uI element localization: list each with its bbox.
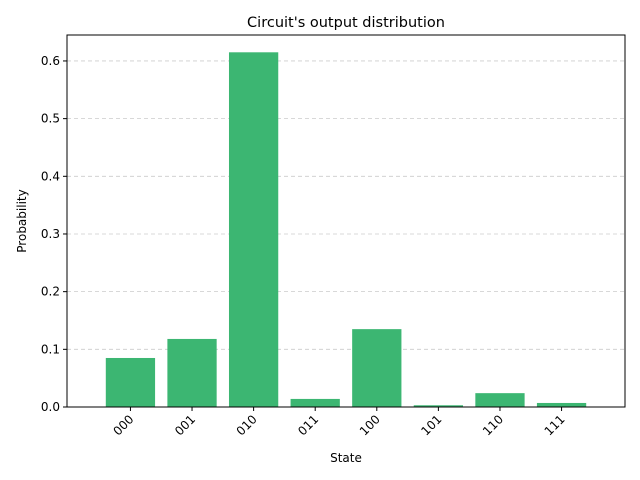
bar-110 [475, 393, 525, 407]
bar-010 [228, 52, 279, 407]
y-tick-label: 0.2 [41, 285, 60, 299]
x-tick-label: 100 [357, 412, 383, 438]
plot-frame [66, 34, 626, 408]
bars [105, 52, 587, 407]
y-tick-label: 0.5 [41, 112, 60, 126]
bar-011 [290, 398, 340, 407]
x-axis-label: State [330, 451, 362, 465]
y-tick-label: 0.1 [41, 342, 60, 356]
x-axis-ticks: 000 001 010 011 100 101 110 111 [110, 407, 568, 438]
bar-001 [167, 338, 217, 407]
bar-000 [105, 357, 156, 407]
y-tick-label: 0.6 [41, 54, 60, 68]
y-tick-label: 0.3 [41, 227, 60, 241]
y-tick-label: 0.4 [41, 169, 60, 183]
x-tick-label: 110 [480, 412, 506, 438]
bar-111 [536, 402, 587, 407]
x-tick-label: 111 [542, 412, 568, 438]
grid [67, 60, 625, 350]
x-tick-label: 000 [110, 412, 136, 438]
x-tick-label: 001 [172, 412, 198, 438]
y-axis-label: Probability [15, 189, 29, 252]
bar-100 [352, 329, 402, 407]
x-tick-label: 101 [418, 412, 444, 438]
x-tick-label: 010 [234, 412, 260, 438]
chart-title: Circuit's output distribution [247, 15, 445, 31]
y-tick-label: 0.0 [41, 400, 60, 414]
x-tick-label: 011 [295, 412, 321, 438]
bar-101 [413, 405, 464, 407]
axes [66, 34, 626, 408]
y-axis-ticks: 0.0 0.1 0.2 0.3 0.4 0.5 0.6 [41, 54, 67, 414]
